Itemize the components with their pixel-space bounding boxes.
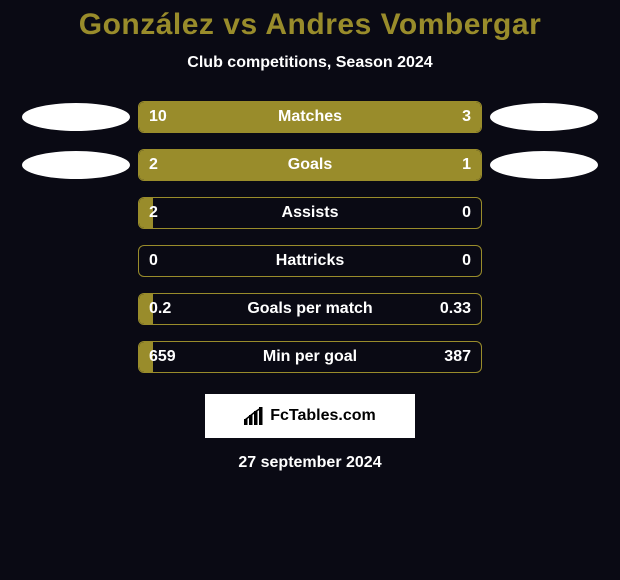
comparison-card: González vs Andres Vombergar Club compet… [0,0,620,472]
stat-value-right: 1 [462,156,471,174]
stat-label: Matches [278,108,342,126]
stat-value-left: 659 [149,348,176,366]
left-ellipse-icon [22,151,130,179]
stat-value-left: 10 [149,108,167,126]
chart-icon [244,407,264,425]
stat-bar: 0 Hattricks 0 [138,245,482,277]
subtitle: Club competitions, Season 2024 [0,54,620,72]
stat-value-right: 0.33 [440,300,471,318]
right-ellipse-icon [490,151,598,179]
date-text: 27 september 2024 [0,454,620,472]
stat-label: Goals [288,156,332,174]
stat-value-right: 0 [462,252,471,270]
stat-row: 10 Matches 3 [10,100,610,134]
player-right-name: Andres Vombergar [265,8,541,41]
stat-value-right: 3 [462,108,471,126]
stat-value-left: 0.2 [149,300,171,318]
stat-label: Hattricks [276,252,344,270]
stat-row: 0 Hattricks 0 [10,244,610,278]
stat-bar: 659 Min per goal 387 [138,341,482,373]
stat-bar: 2 Assists 0 [138,197,482,229]
left-ellipse-icon [22,103,130,131]
right-ellipse-icon [490,103,598,131]
badge-text: FcTables.com [270,407,376,425]
stat-value-left: 2 [149,156,158,174]
stat-value-right: 387 [444,348,471,366]
vs-text: vs [223,8,257,41]
stat-bar: 10 Matches 3 [138,101,482,133]
stat-bar: 0.2 Goals per match 0.33 [138,293,482,325]
stats-list: 10 Matches 3 2 Goals 1 2 Assists 0 0 Hattricks 0 0.2… [0,100,620,374]
stat-row: 0.2 Goals per match 0.33 [10,292,610,326]
source-badge: FcTables.com [205,394,415,438]
stat-row: 2 Assists 0 [10,196,610,230]
stat-bar: 2 Goals 1 [138,149,482,181]
stat-value-left: 0 [149,252,158,270]
stat-value-left: 2 [149,204,158,222]
player-left-name: González [79,8,215,41]
stat-label: Assists [282,204,339,222]
page-title: González vs Andres Vombergar [0,8,620,42]
stat-label: Goals per match [247,300,372,318]
stat-label: Min per goal [263,348,357,366]
stat-row: 659 Min per goal 387 [10,340,610,374]
stat-value-right: 0 [462,204,471,222]
stat-row: 2 Goals 1 [10,148,610,182]
